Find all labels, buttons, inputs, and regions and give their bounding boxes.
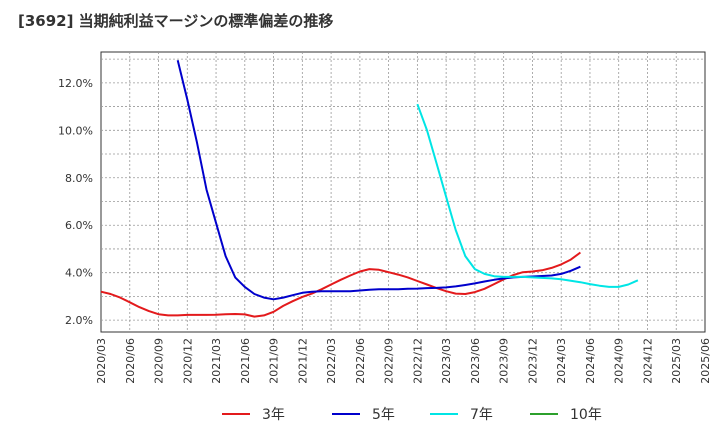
x-tick-label: 2020/09	[153, 338, 166, 384]
x-tick-label: 2025/03	[670, 338, 683, 384]
x-tick-label: 2021/06	[239, 338, 252, 384]
y-tick-label: 4.0%	[65, 267, 93, 280]
y-tick-label: 2.0%	[65, 314, 93, 327]
y-tick-label: 6.0%	[65, 219, 93, 232]
legend: 3年 5年 7年 10年	[222, 407, 602, 423]
x-tick-label: 2020/03	[95, 338, 108, 384]
series-line-3年	[100, 251, 581, 318]
legend-item: 3年	[222, 407, 285, 423]
x-tick-label: 2025/06	[699, 338, 712, 384]
y-tick-label: 8.0%	[65, 172, 93, 185]
legend-label: 3年	[262, 407, 285, 423]
x-tick-label: 2024/06	[584, 338, 597, 384]
y-tick-label: 10.0%	[58, 124, 93, 137]
x-tick-label: 2021/12	[296, 338, 309, 384]
x-tick-label: 2021/09	[268, 338, 281, 384]
x-tick-label: 2021/03	[210, 338, 223, 384]
legend-item: 5年	[332, 407, 395, 423]
series-line-7年	[416, 103, 639, 288]
y-axis: 2.0% 4.0% 6.0% 8.0% 10.0% 12.0%	[58, 77, 93, 327]
legend-label: 7年	[470, 407, 493, 423]
legend-item: 10年	[530, 407, 602, 423]
x-tick-label: 2023/03	[440, 338, 453, 384]
series-group	[100, 60, 639, 318]
x-tick-label: 2022/09	[383, 338, 396, 384]
x-axis: 2020/03 2020/06 2020/09 2020/12 2021/03 2021/…	[95, 338, 712, 384]
x-tick-label: 2023/06	[469, 338, 482, 384]
x-tick-label: 2022/06	[354, 338, 367, 384]
x-tick-label: 2024/03	[555, 338, 568, 384]
x-tick-label: 2020/12	[181, 338, 194, 384]
x-tick-label: 2020/06	[124, 338, 137, 384]
x-tick-label: 2024/09	[613, 338, 626, 384]
legend-label: 5年	[372, 407, 395, 423]
chart-title: [3692] 当期純利益マージンの標準偏差の推移	[18, 12, 334, 30]
legend-item: 7年	[430, 407, 493, 423]
x-tick-label: 2023/09	[498, 338, 511, 384]
x-tick-label: 2022/12	[411, 338, 424, 384]
y-tick-label: 12.0%	[58, 77, 93, 90]
x-tick-label: 2022/03	[325, 338, 338, 384]
x-tick-label: 2024/12	[641, 338, 654, 384]
x-tick-label: 2023/12	[526, 338, 539, 384]
legend-label: 10年	[570, 407, 602, 423]
